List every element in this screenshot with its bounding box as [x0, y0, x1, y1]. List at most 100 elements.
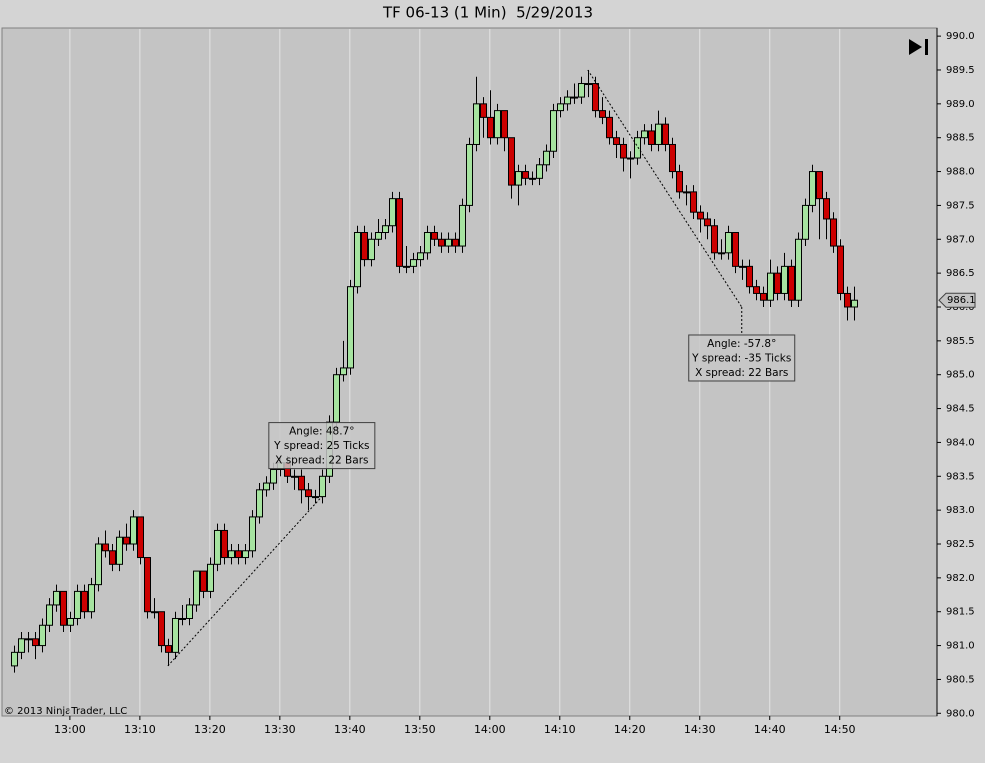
candle-body: [431, 232, 438, 240]
candle-body: [725, 232, 732, 254]
candle-body: [774, 272, 781, 294]
candle-body: [200, 570, 207, 592]
candle-body: [410, 259, 417, 267]
candle-body: [60, 590, 67, 626]
candle-body: [172, 617, 179, 653]
annotation-text: X spread: 22 Bars: [695, 367, 788, 379]
candle-body: [221, 529, 228, 559]
candle-body: [697, 211, 704, 220]
candle-body: [193, 570, 200, 606]
candle-body: [403, 265, 410, 268]
candle-body: [452, 238, 459, 247]
x-tick-label: 13:20: [194, 723, 226, 736]
candle-body: [109, 550, 116, 565]
candle-body: [417, 252, 424, 261]
candle-body: [536, 164, 543, 179]
candle-body: [634, 137, 641, 159]
annotation-text: Angle: -57.8°: [707, 338, 776, 350]
candle-body: [298, 475, 305, 491]
y-tick-label: 987.0: [946, 234, 975, 245]
candle-body: [809, 171, 816, 206]
copyright: © 2013 NinjaTrader, LLC: [4, 706, 127, 717]
candle-body: [368, 238, 375, 261]
candle-body: [522, 171, 529, 179]
candle-body: [529, 177, 536, 180]
x-tick-label: 14:10: [544, 723, 576, 736]
candle-body: [102, 543, 109, 552]
candle-body: [473, 103, 480, 145]
candle-body: [732, 232, 739, 267]
candle-body: [249, 516, 256, 552]
y-tick-label: 986.5: [946, 268, 975, 279]
candle-body: [95, 543, 102, 586]
candle-body: [214, 529, 221, 565]
candle-body: [424, 232, 431, 254]
candle-body: [305, 489, 312, 498]
x-tick-label: 13:00: [54, 723, 86, 736]
end-bar-icon[interactable]: [925, 39, 928, 55]
candle-body: [739, 265, 746, 268]
candle-body: [165, 645, 172, 653]
candle-body: [18, 638, 25, 653]
last-price-label: 986.1: [947, 295, 976, 306]
x-tick-label: 14:50: [824, 723, 856, 736]
y-tick-label: 985.0: [946, 370, 975, 381]
y-tick-label: 988.5: [946, 133, 975, 144]
candle-body: [130, 516, 137, 545]
candle-body: [578, 83, 585, 98]
candle-body: [137, 516, 144, 559]
candle-body: [592, 83, 599, 112]
candle-body: [438, 238, 445, 247]
candle-body: [648, 130, 655, 145]
candle-body: [319, 475, 326, 498]
candle-body: [606, 116, 613, 139]
y-tick-label: 982.0: [946, 573, 975, 584]
candle-body: [515, 171, 522, 186]
y-tick-label: 989.0: [946, 99, 975, 110]
candle-body: [711, 225, 718, 254]
x-tick-label: 14:40: [754, 723, 786, 736]
candle-body: [557, 103, 564, 112]
annotation-text: X spread: 22 Bars: [275, 455, 368, 467]
candle-body: [270, 469, 277, 484]
annotation-text: Y spread: 25 Ticks: [273, 440, 369, 452]
candle-body: [263, 482, 270, 491]
candle-body: [501, 110, 508, 139]
scroll-end-button[interactable]: [909, 39, 928, 55]
y-tick-label: 984.0: [946, 437, 975, 448]
play-icon[interactable]: [909, 39, 922, 55]
last-price-marker: [938, 292, 976, 308]
candle-body: [144, 557, 151, 613]
y-tick-label: 982.5: [946, 539, 975, 550]
candle-body: [753, 286, 760, 294]
y-tick-label: 990.0: [946, 31, 975, 42]
chart-title: TF 06-13 (1 Min) 5/29/2013: [382, 4, 593, 22]
candle-body: [620, 143, 627, 159]
candle-body: [746, 265, 753, 288]
y-tick-label: 987.5: [946, 200, 975, 211]
candle-body: [354, 232, 361, 288]
candle-body: [683, 191, 690, 194]
candle-body: [837, 245, 844, 294]
candle-body: [627, 157, 634, 160]
candle-body: [340, 367, 347, 376]
candle-body: [788, 265, 795, 301]
candle-body: [480, 103, 487, 118]
candle-body: [389, 198, 396, 227]
y-tick-label: 983.0: [946, 505, 975, 516]
candle-body: [396, 198, 403, 267]
candle-body: [445, 238, 452, 247]
candle-body: [158, 611, 165, 647]
candle-body: [830, 218, 837, 247]
candle-body: [655, 123, 662, 145]
y-tick-label: 983.5: [946, 471, 975, 482]
candle-body: [235, 550, 242, 559]
candle-body: [487, 116, 494, 139]
candle-body: [179, 617, 186, 620]
candle-body: [641, 130, 648, 139]
candle-body: [767, 272, 774, 301]
annotation-box: [688, 334, 796, 382]
x-tick-label: 14:00: [474, 723, 506, 736]
annotation-box: [268, 422, 376, 470]
